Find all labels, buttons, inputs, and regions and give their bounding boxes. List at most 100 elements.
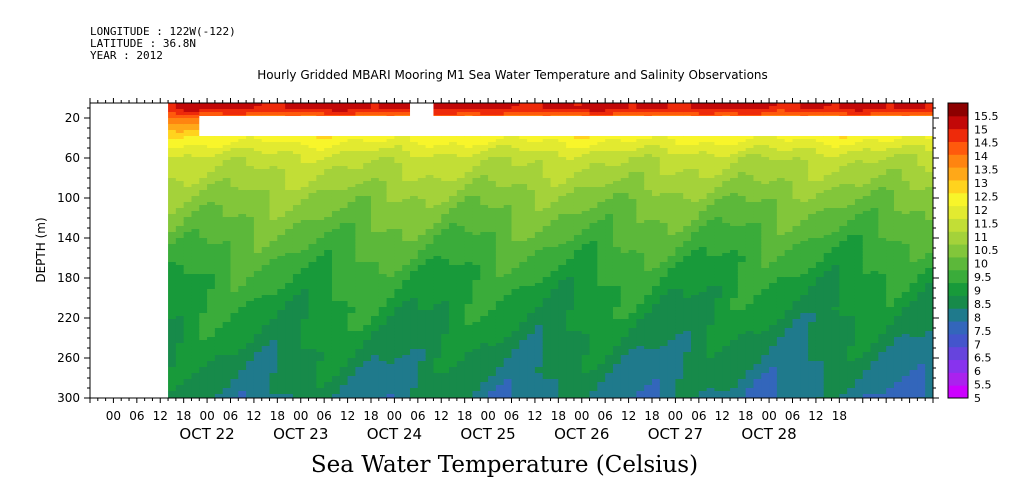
heat-cell bbox=[371, 142, 380, 146]
heat-cell bbox=[214, 328, 224, 332]
heat-cell bbox=[410, 160, 419, 164]
heat-cell bbox=[222, 181, 232, 185]
heat-cell bbox=[222, 268, 232, 272]
heat-cell bbox=[456, 241, 466, 245]
heat-cell bbox=[246, 271, 255, 275]
heat-cell bbox=[246, 268, 255, 272]
heat-cell bbox=[410, 232, 419, 236]
heat-cell bbox=[175, 193, 185, 197]
heat-cell bbox=[300, 313, 310, 317]
heat-cell bbox=[355, 151, 364, 155]
heat-cell bbox=[214, 184, 224, 188]
heat-cell bbox=[292, 280, 302, 284]
heat-cell bbox=[261, 253, 271, 257]
heat-cell bbox=[316, 256, 325, 260]
heat-cell bbox=[394, 376, 403, 380]
heat-cell bbox=[222, 103, 232, 107]
heat-cell bbox=[191, 202, 200, 206]
heat-cell bbox=[246, 391, 255, 395]
heat-cell bbox=[277, 289, 286, 293]
heat-cell bbox=[300, 184, 310, 188]
heat-cell bbox=[331, 223, 341, 227]
heat-cell bbox=[417, 139, 427, 143]
heat-cell bbox=[441, 211, 450, 215]
heat-cell bbox=[261, 328, 271, 332]
heat-cell bbox=[199, 391, 208, 395]
heat-cell bbox=[331, 187, 341, 191]
heat-cell bbox=[230, 193, 239, 197]
heat-cell bbox=[316, 295, 325, 299]
heat-cell bbox=[347, 283, 356, 287]
heat-cell bbox=[207, 292, 216, 296]
heat-cell bbox=[324, 322, 333, 326]
heat-cell bbox=[199, 388, 208, 392]
heat-cell bbox=[175, 187, 185, 191]
heat-cell bbox=[246, 331, 255, 335]
heat-cell bbox=[230, 136, 239, 140]
heat-cell bbox=[261, 187, 271, 191]
heat-cell bbox=[449, 253, 458, 257]
heat-cell bbox=[472, 214, 481, 218]
heat-cell bbox=[230, 277, 239, 281]
heat-cell bbox=[433, 262, 442, 266]
heat-cell bbox=[355, 256, 364, 260]
heat-cell bbox=[222, 172, 232, 176]
heat-cell bbox=[277, 145, 286, 149]
heat-cell bbox=[449, 373, 458, 377]
heat-cell bbox=[324, 214, 333, 218]
heat-cell bbox=[277, 292, 286, 296]
heat-cell bbox=[410, 322, 419, 326]
heat-cell bbox=[214, 331, 224, 335]
heat-cell bbox=[324, 169, 333, 173]
heat-cell bbox=[230, 229, 239, 233]
heat-cell bbox=[222, 226, 232, 230]
heat-cell bbox=[175, 196, 185, 200]
heat-cell bbox=[230, 382, 239, 386]
heat-cell bbox=[331, 175, 341, 179]
heat-cell bbox=[269, 241, 278, 245]
heat-cell bbox=[285, 343, 294, 347]
heat-cell bbox=[285, 184, 294, 188]
heat-cell bbox=[339, 208, 349, 212]
heat-cell bbox=[425, 232, 435, 236]
heat-cell bbox=[363, 220, 372, 224]
heat-cell bbox=[253, 292, 263, 296]
heat-cell bbox=[222, 157, 232, 161]
heat-cell bbox=[308, 136, 317, 140]
heat-cell bbox=[246, 307, 255, 311]
heat-cell bbox=[285, 235, 294, 239]
heat-cell bbox=[464, 394, 474, 398]
heat-cell bbox=[308, 352, 317, 356]
heat-cell bbox=[183, 154, 193, 158]
heat-cell bbox=[441, 214, 450, 218]
heat-cell bbox=[300, 169, 310, 173]
heat-cell bbox=[441, 106, 450, 110]
heat-cell bbox=[261, 271, 271, 275]
heat-cell bbox=[191, 130, 200, 134]
heat-cell bbox=[394, 268, 403, 272]
heat-cell bbox=[199, 178, 208, 182]
heat-cell bbox=[253, 232, 263, 236]
heat-cell bbox=[316, 391, 325, 395]
heat-cell bbox=[417, 181, 427, 185]
heat-cell bbox=[300, 202, 310, 206]
heat-cell bbox=[300, 247, 310, 251]
heat-cell bbox=[207, 370, 216, 374]
heat-cell bbox=[316, 313, 325, 317]
heat-cell bbox=[261, 106, 271, 110]
heat-cell bbox=[214, 280, 224, 284]
heat-cell bbox=[472, 172, 481, 176]
heat-cell bbox=[183, 238, 193, 242]
heat-cell bbox=[308, 298, 317, 302]
heat-cell bbox=[277, 250, 286, 254]
heat-cell bbox=[269, 190, 278, 194]
heat-cell bbox=[253, 247, 263, 251]
heat-cell bbox=[386, 259, 396, 263]
heat-cell bbox=[300, 220, 310, 224]
heat-cell bbox=[175, 136, 185, 140]
heat-cell bbox=[183, 214, 193, 218]
heat-cell bbox=[402, 229, 411, 233]
heat-cell bbox=[331, 220, 341, 224]
heat-cell bbox=[199, 376, 208, 380]
heat-cell bbox=[207, 178, 216, 182]
